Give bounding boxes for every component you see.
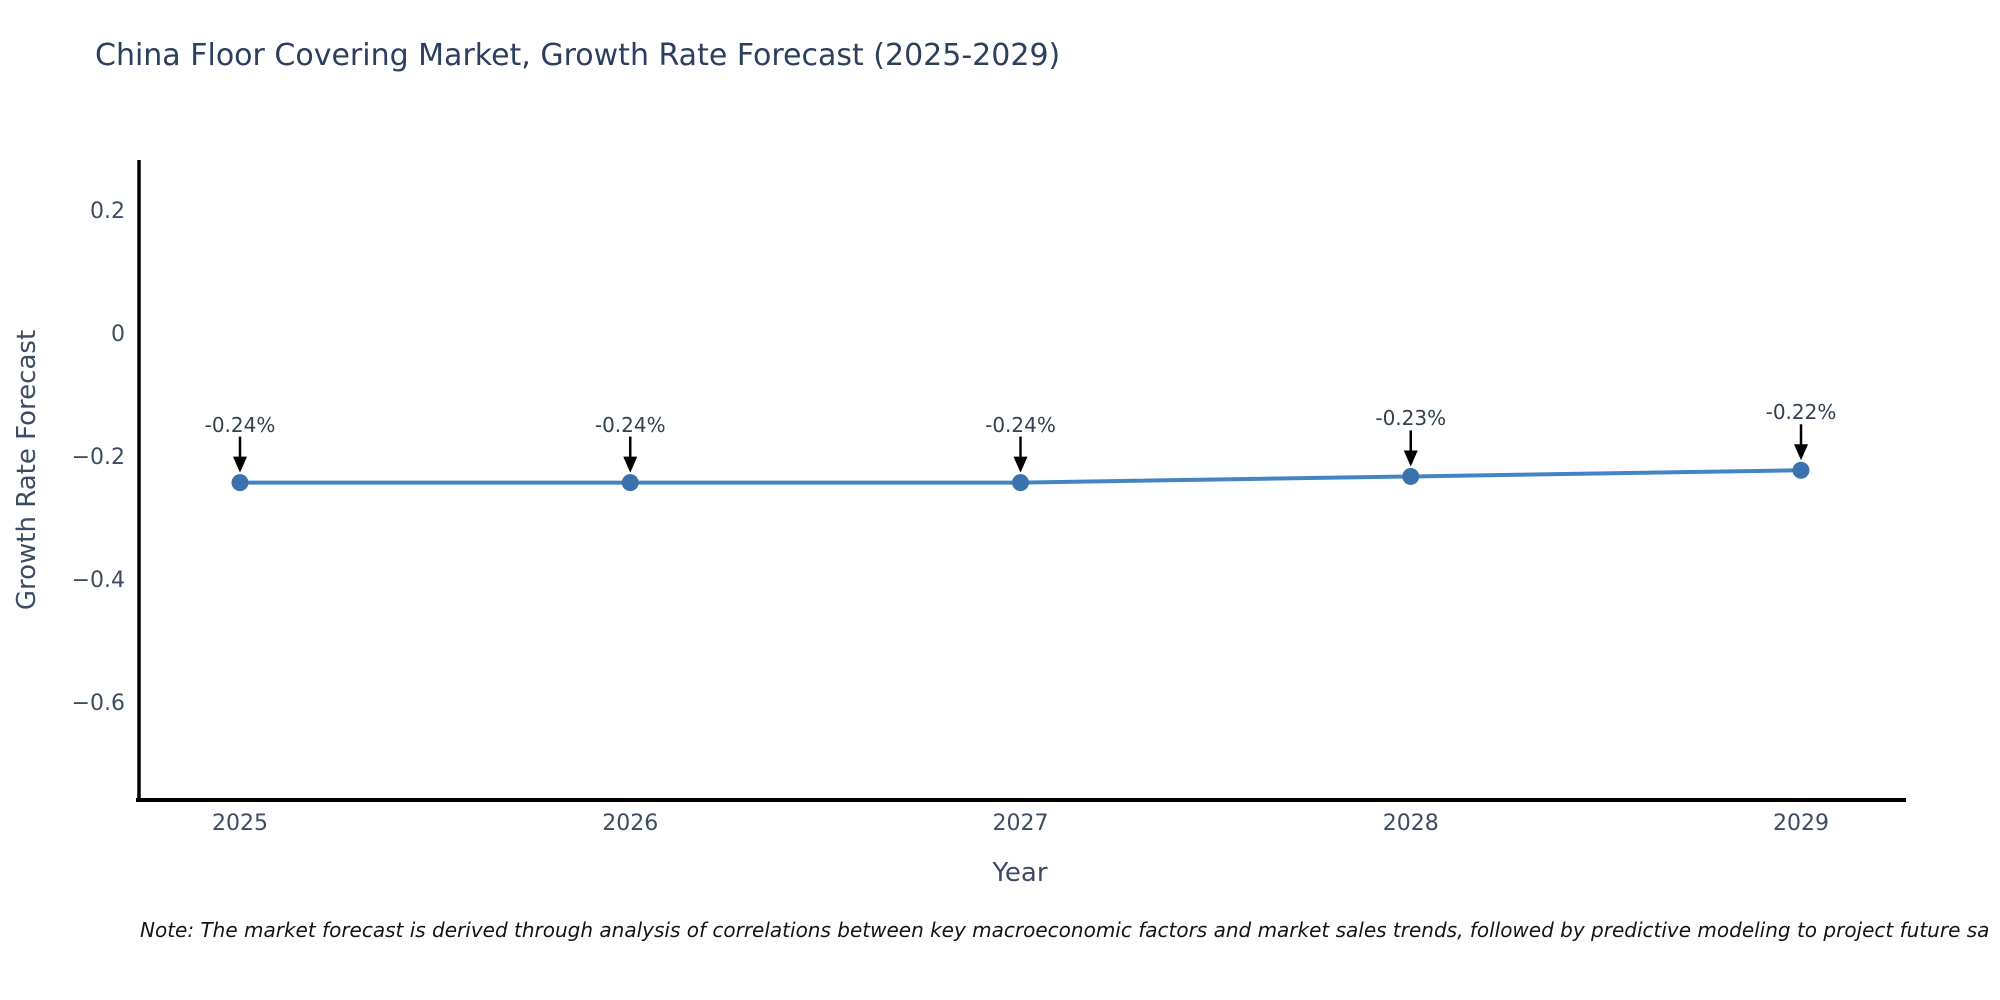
annotation-arrowhead <box>1013 456 1028 473</box>
x-tick-label: 2028 <box>1382 811 1439 836</box>
point-annotation: -0.24% <box>594 412 666 437</box>
x-tick-label: 2026 <box>602 811 659 836</box>
annotation-arrowhead <box>623 456 638 473</box>
annotation-arrowhead <box>1794 444 1808 461</box>
data-point-marker <box>1402 467 1420 485</box>
footnote: Note: The market forecast is derived thr… <box>140 918 1990 942</box>
y-tick-label: −0.4 <box>71 568 125 593</box>
annotation-arrowhead <box>1403 450 1418 467</box>
point-annotation: -0.24% <box>985 412 1056 437</box>
data-point-marker <box>231 474 249 492</box>
x-tick-label: 2029 <box>1773 811 1829 836</box>
chart-title: China Floor Covering Market, Growth Rate… <box>95 38 1061 73</box>
annotation-arrowhead <box>233 456 247 473</box>
y-tick-label: −0.6 <box>71 691 125 716</box>
point-annotation: -0.23% <box>1375 406 1447 431</box>
data-point-marker <box>621 474 639 492</box>
x-tick-label: 2027 <box>992 811 1049 836</box>
x-axis-title: Year <box>992 858 1048 888</box>
x-tick-label: 2025 <box>212 811 268 836</box>
y-tick-label: −0.2 <box>71 445 125 470</box>
data-point-marker <box>1012 474 1029 492</box>
y-tick-label: 0 <box>111 322 125 347</box>
y-tick-label: 0.2 <box>90 199 125 224</box>
point-annotation: -0.22% <box>1765 400 1837 425</box>
point-annotation: -0.24% <box>204 412 276 437</box>
data-point-marker <box>1792 461 1810 479</box>
